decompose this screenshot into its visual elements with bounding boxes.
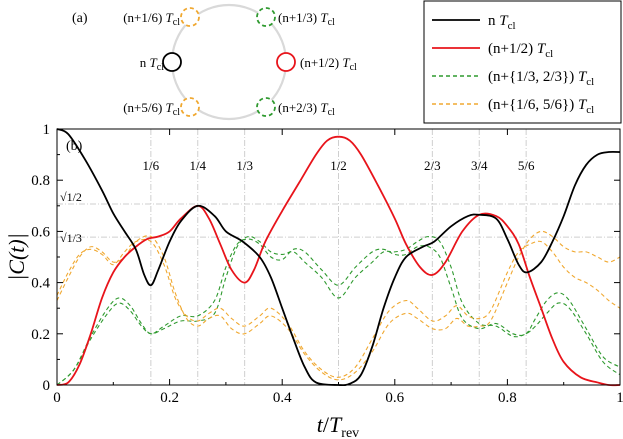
y-tick-label-3: 0.6	[31, 224, 50, 240]
ref-label-h-0: √1/2	[60, 190, 82, 204]
x-tick-label-3: 0.6	[385, 390, 404, 406]
ref-label-v-3: 1/2	[330, 158, 347, 173]
marker-n13-label: (n+1/3) Tcl	[278, 10, 335, 28]
y-tick-label-4: 0.8	[31, 173, 50, 189]
ref-label-v-4: 2/3	[424, 158, 441, 173]
legend: n Tcl (n+1/2) Tcl (n+{1/3, 2/3}) Tcl (n+{1/…	[423, 0, 622, 124]
legend-label-2: (n+{1/3, 2/3}) Tcl	[488, 69, 594, 88]
marker-n56-circle	[180, 97, 200, 117]
panel-b: √1/2 √1/3 1/6 1/4 1/3 1/2 2/3 3/4 5/6 0 0.2 0.4 0.6…	[4, 122, 623, 439]
x-tick-label-2: 0.4	[273, 390, 292, 406]
ref-label-v-0: 1/6	[143, 158, 160, 173]
ref-label-v-1: 1/4	[189, 158, 206, 173]
x-tick-label-4: 0.8	[498, 390, 517, 406]
x-tick-label-0: 0	[53, 390, 61, 406]
legend-label-3: (n+{1/6, 5/6}) Tcl	[488, 97, 594, 116]
marker-n16-circle	[180, 7, 200, 27]
marker-n-circle	[162, 52, 182, 72]
marker-n23-circle	[256, 97, 276, 117]
marker-n-label: n Tcl	[140, 55, 164, 73]
y-tick-label-5: 1	[43, 122, 51, 138]
panel-a: (a) n Tcl (n+1/2) Tcl (n+1/6) Tcl (n+5/6) T…	[72, 3, 357, 121]
y-tick-label-0: 0	[43, 378, 51, 394]
series-green1-line	[56, 235, 621, 386]
marker-n16-label: (n+1/6) Tcl	[123, 10, 180, 28]
marker-n56-label: (n+5/6) Tcl	[123, 100, 180, 118]
ref-label-v-6: 5/6	[518, 158, 535, 173]
x-tick-label-1: 0.2	[160, 390, 179, 406]
ref-label-v-5: 3/4	[471, 158, 488, 173]
x-tick-label-5: 1	[616, 390, 623, 406]
x-axis-label: t/Trev	[317, 412, 359, 439]
marker-n13-circle	[256, 7, 276, 27]
marker-n23-label: (n+2/3) Tcl	[278, 100, 335, 118]
y-axis-label: |C(t)|	[4, 233, 29, 281]
marker-n12-circle	[276, 52, 296, 72]
series-orange1-line	[56, 230, 621, 381]
panel-a-label: (a)	[72, 11, 88, 26]
ref-label-h-1: √1/3	[60, 231, 82, 245]
marker-n12-label: (n+1/2) Tcl	[300, 55, 357, 73]
series-orange2-line	[56, 238, 621, 378]
ref-label-v-2: 1/3	[236, 158, 253, 173]
panel-b-label: (b)	[66, 139, 83, 154]
phase-markers: n Tcl (n+1/2) Tcl (n+1/6) Tcl (n+5/6) Tcl (n…	[123, 7, 357, 118]
y-tick-label-2: 0.4	[31, 276, 50, 292]
legend-label-0: n Tcl	[488, 13, 516, 32]
series-red-line	[56, 135, 621, 387]
y-tick-label-1: 0.2	[31, 327, 50, 343]
legend-box	[423, 0, 622, 124]
legend-label-1: (n+1/2) Tcl	[488, 41, 553, 60]
